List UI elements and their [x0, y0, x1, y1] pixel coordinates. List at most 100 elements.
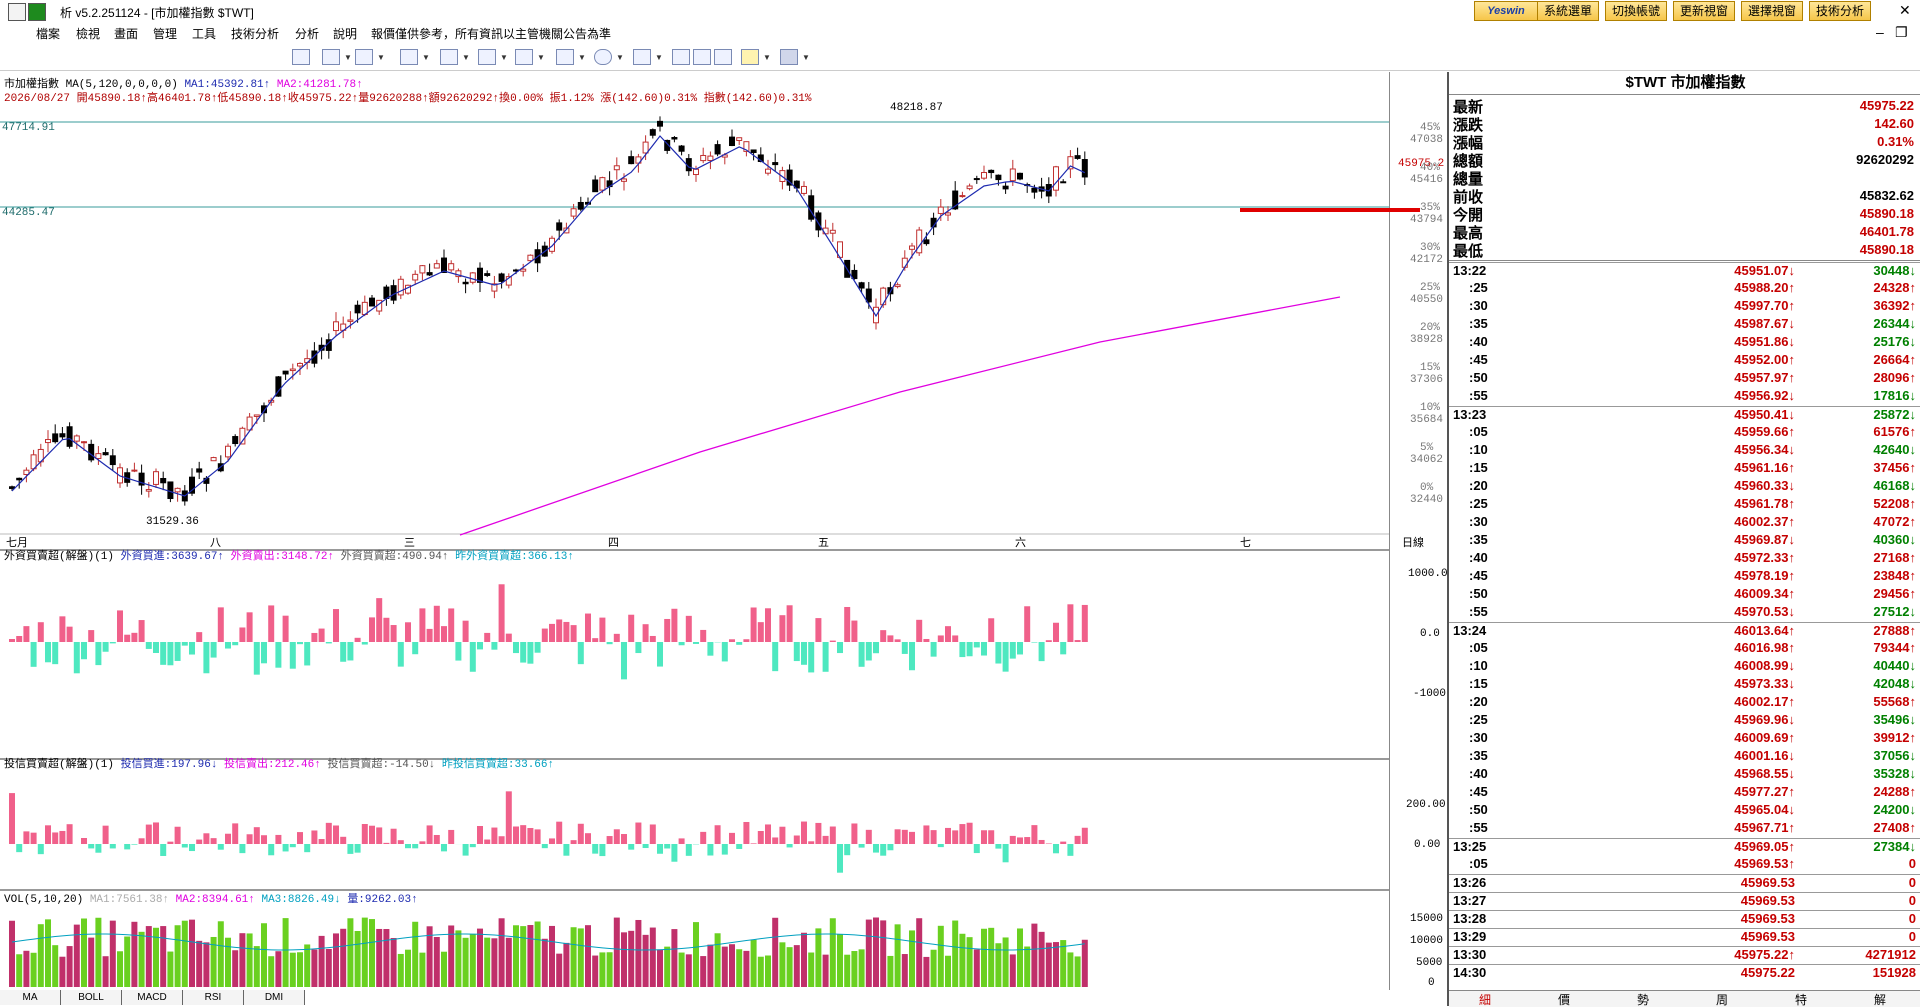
save-icon[interactable]: [780, 49, 798, 65]
menu-tech-analysis[interactable]: 技術分析: [231, 25, 279, 42]
period-label[interactable]: 日線: [1402, 534, 1424, 550]
copy-tool-icon[interactable]: [693, 49, 711, 65]
quote-tab[interactable]: 周: [1716, 991, 1728, 1008]
quote-tab[interactable]: 勢: [1637, 991, 1649, 1008]
pattern-tool-icon[interactable]: [515, 49, 533, 65]
chevron-down-icon[interactable]: ▼: [500, 53, 508, 62]
app-icon[interactable]: [8, 3, 26, 21]
chevron-down-icon[interactable]: ▼: [462, 53, 470, 62]
chevron-down-icon[interactable]: ▼: [578, 53, 586, 62]
ellipse-tool-icon[interactable]: [594, 49, 612, 65]
menu-analysis[interactable]: 分析: [295, 25, 319, 42]
chevron-down-icon[interactable]: ▼: [655, 53, 663, 62]
quote-tab[interactable]: 特: [1795, 991, 1807, 1008]
menu-view[interactable]: 檢視: [76, 25, 100, 42]
quote-tab[interactable]: 價: [1558, 991, 1570, 1008]
tech-analysis-button[interactable]: 技術分析: [1809, 1, 1871, 21]
quote-tabs: 細價勢周特解: [1449, 990, 1920, 1007]
fan-tool-icon[interactable]: [440, 49, 458, 65]
channel-tool-icon[interactable]: [400, 49, 418, 65]
chevron-down-icon[interactable]: ▼: [422, 53, 430, 62]
yeswin-brand[interactable]: Yeswin: [1474, 1, 1538, 21]
chevron-down-icon[interactable]: ▼: [802, 53, 810, 62]
select-window-button[interactable]: 選擇視窗: [1741, 1, 1803, 21]
close-icon[interactable]: ✕: [1899, 2, 1911, 19]
chevron-down-icon[interactable]: ▼: [616, 53, 624, 62]
minimize-icon[interactable]: –: [1876, 24, 1884, 40]
chevron-down-icon[interactable]: ▼: [763, 53, 771, 62]
menu-screen[interactable]: 畫面: [114, 25, 138, 42]
delete-tool-icon[interactable]: [714, 49, 732, 65]
system-menu-button[interactable]: 系統選單: [1537, 1, 1599, 21]
chevron-down-icon[interactable]: ▼: [537, 53, 545, 62]
switch-account-button[interactable]: 切換帳號: [1605, 1, 1667, 21]
chart-area[interactable]: 市加權指數 MA(5,120,0,0,0,0) MA1:45392.81↑ MA…: [0, 72, 1445, 1006]
trend-tool-icon[interactable]: [355, 49, 373, 65]
line-tool-icon[interactable]: [322, 49, 340, 65]
chart-canvas[interactable]: [0, 72, 1445, 990]
tab-dmi[interactable]: DMI: [244, 990, 305, 1005]
quote-tab[interactable]: 細: [1479, 991, 1491, 1008]
quote-tab[interactable]: 解: [1874, 991, 1886, 1008]
fib-tool-icon[interactable]: [478, 49, 496, 65]
menu-file[interactable]: 檔案: [36, 25, 60, 42]
pointer-tool-icon[interactable]: [292, 49, 310, 65]
rectangle-tool-icon[interactable]: [556, 49, 574, 65]
tab-rsi[interactable]: RSI: [183, 990, 244, 1005]
triangle-tool-icon[interactable]: [633, 49, 651, 65]
refresh-window-button[interactable]: 更新視窗: [1673, 1, 1735, 21]
chevron-down-icon[interactable]: ▼: [344, 53, 352, 62]
chevron-down-icon[interactable]: ▼: [377, 53, 385, 62]
menu-manage[interactable]: 管理: [153, 25, 177, 42]
menu-help[interactable]: 說明: [333, 25, 357, 42]
restore-icon[interactable]: ❐: [1895, 24, 1908, 41]
menu-tools[interactable]: 工具: [192, 25, 216, 42]
tab-ma[interactable]: MA: [0, 990, 61, 1005]
erase-tool-icon[interactable]: [672, 49, 690, 65]
palette-icon[interactable]: [741, 49, 759, 65]
tab-macd[interactable]: MACD: [122, 990, 183, 1005]
tab-boll[interactable]: BOLL: [61, 990, 122, 1005]
